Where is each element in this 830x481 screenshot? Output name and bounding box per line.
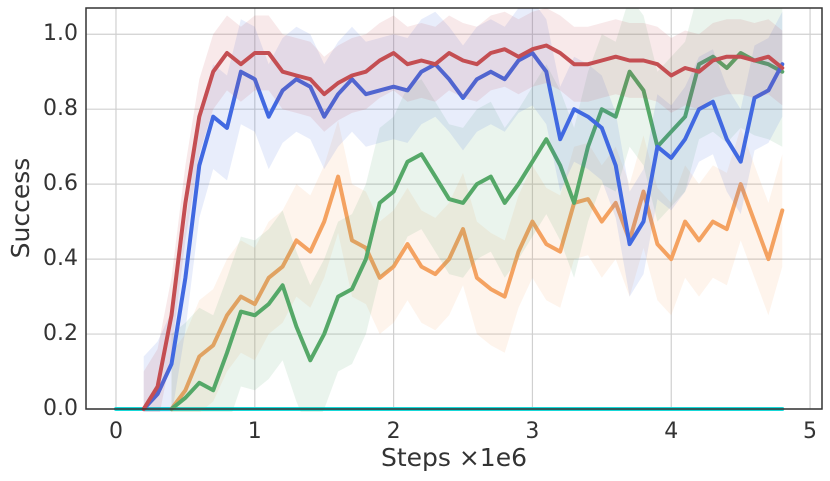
x-tick-label: 3 xyxy=(525,419,539,444)
plot-frame xyxy=(85,7,823,410)
x-tick-label: 2 xyxy=(387,419,401,444)
line xyxy=(141,51,785,411)
series-group xyxy=(114,8,785,412)
x-tick-label: 0 xyxy=(109,419,123,444)
y-tick-label: 0.4 xyxy=(43,246,78,271)
x-axis-label: Steps ×1e6 xyxy=(381,443,527,472)
plot-background xyxy=(86,8,822,409)
error-band xyxy=(171,8,783,412)
x-tick-label: 1 xyxy=(248,419,262,444)
error-band xyxy=(171,120,783,412)
y-tick-label: 0.6 xyxy=(43,171,78,196)
line xyxy=(141,43,785,411)
y-tick-label: 0.2 xyxy=(43,321,78,346)
line xyxy=(169,51,785,411)
y-tick-label: 0.0 xyxy=(43,396,78,421)
y-tick-label: 0.8 xyxy=(43,96,78,121)
x-tick-label: 4 xyxy=(664,419,678,444)
error-band xyxy=(143,8,783,412)
x-tick-label: 5 xyxy=(803,419,817,444)
y-tick-label: 1.0 xyxy=(43,21,78,46)
error-band xyxy=(143,8,783,412)
y-axis-label: Success xyxy=(6,158,35,259)
line xyxy=(169,174,785,411)
